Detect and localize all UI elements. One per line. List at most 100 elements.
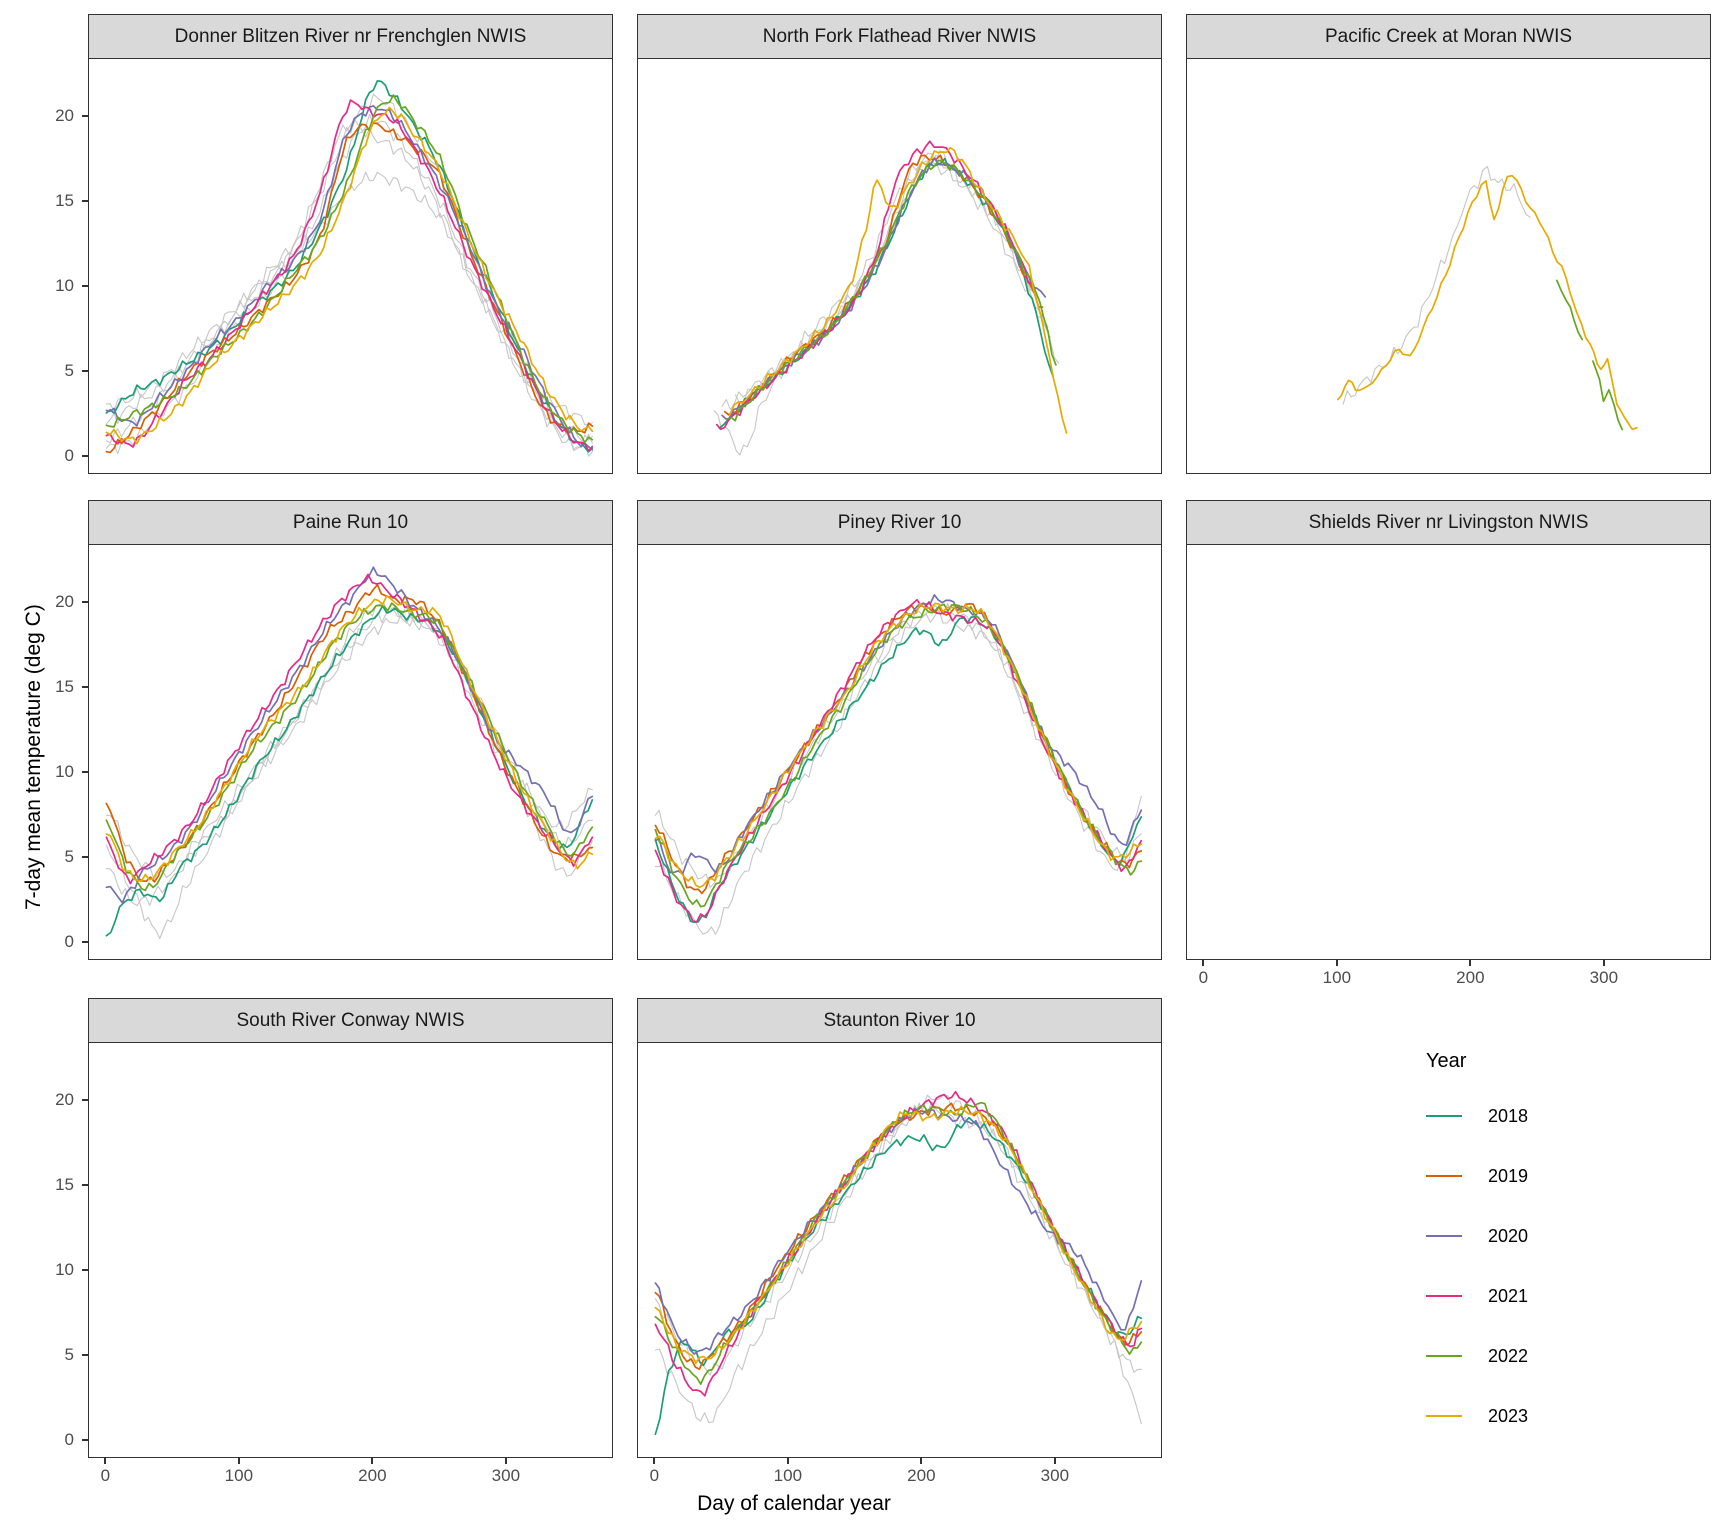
facet-north-fork-flathead: North Fork Flathead River NWIS xyxy=(637,14,1162,474)
series-line-other-year xyxy=(654,602,1142,889)
y-tick-label: 5 xyxy=(64,360,74,380)
series-line-2019 xyxy=(654,602,1143,895)
facet-strip: Staunton River 10 xyxy=(637,998,1162,1042)
x-axis-ticks: 0 100 200 300 xyxy=(637,1458,1162,1488)
legend-label: 2019 xyxy=(1488,1165,1529,1186)
series-line-other-year xyxy=(713,150,1060,456)
x-tick-mark xyxy=(371,1458,374,1464)
x-axis-title-wrap: Day of calendar year xyxy=(0,1492,1658,1516)
x-axis-ticks: 0 100 200 300 xyxy=(1186,960,1711,990)
y-tick-mark xyxy=(82,1183,88,1186)
legend-entry: 2018 xyxy=(1426,1103,1711,1129)
series-line-2018 xyxy=(105,605,594,937)
facet-row-3: 0 5 10 15 20 South River Conway NWIS 0 100 200… xyxy=(0,998,1728,1488)
y-axis-ticks: 0 5 10 15 20 xyxy=(0,998,88,1458)
y-tick-label: 15 xyxy=(55,190,74,210)
facet-staunton-river: Staunton River 10 0 100 200 300 xyxy=(637,998,1162,1488)
facet-strip: Piney River 10 xyxy=(637,500,1162,544)
y-tick-mark xyxy=(82,114,88,117)
y-tick-mark xyxy=(82,1268,88,1271)
x-tick-label: 0 xyxy=(649,1466,660,1485)
y-tick-label: 0 xyxy=(64,445,74,465)
facet-strip: North Fork Flathead River NWIS xyxy=(637,14,1162,58)
y-tick-mark xyxy=(82,284,88,287)
x-tick-label: 100 xyxy=(224,1466,254,1485)
legend-label: 2022 xyxy=(1488,1345,1529,1366)
x-tick-label: 200 xyxy=(1456,968,1485,987)
y-tick-mark xyxy=(82,1438,88,1441)
x-tick-mark xyxy=(1469,960,1472,966)
series-line-other-year xyxy=(105,113,593,457)
legend-label: 2020 xyxy=(1488,1225,1529,1246)
facet-panel xyxy=(637,544,1162,960)
facet-paine-run: Paine Run 10 xyxy=(88,500,613,960)
x-tick-mark xyxy=(1602,960,1605,966)
facet-row-2: 0 5 10 15 20 Paine Run 10 Piney River 10 Shi… xyxy=(0,500,1728,990)
series-line-other-year xyxy=(721,154,1052,411)
legend-key-line xyxy=(1426,1235,1462,1237)
x-tick-label: 100 xyxy=(773,1466,803,1485)
facet-plot xyxy=(1187,545,1709,958)
y-tick-label: 10 xyxy=(55,761,74,781)
facet-panel xyxy=(88,1042,613,1458)
series-line-2022 xyxy=(105,94,594,444)
y-tick-mark xyxy=(82,454,88,457)
series-line-2021 xyxy=(105,99,594,452)
facet-plot xyxy=(654,1090,1143,1436)
x-tick-label: 300 xyxy=(1040,1466,1070,1485)
x-tick-label: 0 xyxy=(100,1466,111,1485)
legend-entry: 2020 xyxy=(1426,1223,1711,1249)
series-line-other-year xyxy=(654,1093,1142,1376)
legend-label: 2021 xyxy=(1488,1285,1529,1306)
facet-plot xyxy=(713,140,1068,456)
series-line-2022 xyxy=(654,603,1143,908)
x-tick-label: 200 xyxy=(358,1466,387,1485)
x-tick-label: 200 xyxy=(907,1466,936,1485)
series-line-2023 xyxy=(654,602,1143,889)
series-line-2022 xyxy=(1592,360,1624,431)
y-tick-label: 20 xyxy=(55,105,74,125)
x-axis-ticks: 0 100 200 300 xyxy=(88,1458,613,1488)
y-tick-mark xyxy=(82,369,88,372)
y-tick-mark xyxy=(82,1353,88,1356)
y-tick-mark xyxy=(82,199,88,202)
x-tick-label: 300 xyxy=(491,1466,521,1485)
x-tick-label: 0 xyxy=(1198,968,1209,987)
facet-title: Shields River nr Livingston NWIS xyxy=(1308,511,1589,533)
facet-title: Pacific Creek at Moran NWIS xyxy=(1324,25,1573,47)
facet-strip: Paine Run 10 xyxy=(88,500,613,544)
series-line-2020 xyxy=(105,566,594,904)
series-line-other-year xyxy=(105,171,593,426)
facet-plot xyxy=(654,594,1143,935)
facet-title: North Fork Flathead River NWIS xyxy=(762,25,1037,47)
series-line-2022 xyxy=(654,1101,1143,1385)
y-tick-label: 15 xyxy=(55,676,74,696)
series-line-2023 xyxy=(1337,174,1638,431)
y-axis-ticks: 0 5 10 15 20 xyxy=(0,500,88,960)
series-line-2019 xyxy=(105,583,594,883)
series-line-2021 xyxy=(105,573,594,885)
legend-entry: 2023 xyxy=(1426,1403,1711,1429)
y-tick-mark xyxy=(82,940,88,943)
x-tick-mark xyxy=(653,1458,656,1464)
facet-panel xyxy=(637,1042,1162,1458)
facet-strip: Pacific Creek at Moran NWIS xyxy=(1186,14,1711,58)
series-line-2023 xyxy=(729,146,1068,434)
series-line-2020 xyxy=(654,1107,1143,1355)
x-tick-label: 100 xyxy=(1322,968,1352,987)
facet-pacific-creek: Pacific Creek at Moran NWIS xyxy=(1186,14,1711,474)
y-tick-label: 10 xyxy=(55,1259,74,1279)
legend-label: 2018 xyxy=(1488,1105,1529,1126)
series-line-other-year xyxy=(105,602,593,940)
y-tick-label: 0 xyxy=(64,1429,74,1449)
series-line-2018 xyxy=(105,79,594,453)
legend-key-line xyxy=(1426,1295,1462,1297)
facet-south-river-conway: South River Conway NWIS 0 100 200 300 xyxy=(88,998,613,1488)
x-tick-mark xyxy=(237,1458,240,1464)
x-tick-mark xyxy=(104,1458,107,1464)
series-line-2022 xyxy=(1555,279,1584,341)
facet-panel xyxy=(637,58,1162,474)
x-tick-mark xyxy=(504,1458,507,1464)
facet-title: Piney River 10 xyxy=(837,511,962,533)
y-tick-label: 10 xyxy=(55,275,74,295)
